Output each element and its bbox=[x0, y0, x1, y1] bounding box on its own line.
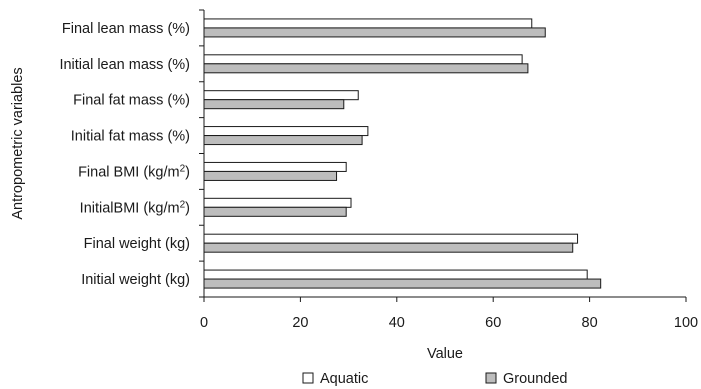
x-tick-label-60: 60 bbox=[485, 315, 501, 331]
legend: Aquatic Grounded bbox=[302, 371, 568, 387]
x-tick-label-100: 100 bbox=[674, 315, 698, 331]
category-label-initial-weight-kg: Initial weight (kg) bbox=[81, 272, 190, 288]
category-label-final-weight-kg: Final weight (kg) bbox=[84, 236, 190, 252]
y-axis-title: Antropometric variables bbox=[10, 67, 26, 219]
x-ticks: 0 20 40 60 80 100 bbox=[200, 297, 698, 331]
category-label-final-bmi-kg-m2: Final BMI (kg/m2) bbox=[78, 163, 190, 181]
bar-aquatic-initial-fat-mass bbox=[203, 126, 369, 137]
x-axis-title: Value bbox=[427, 346, 463, 362]
bar-grounded-final-weight-kg bbox=[203, 242, 574, 253]
legend-item-grounded: Grounded bbox=[485, 371, 568, 387]
legend-label-aquatic: Aquatic bbox=[320, 371, 368, 387]
category-label-final-fat-mass: Final fat mass (%) bbox=[73, 93, 190, 109]
bar-grounded-initial-fat-mass bbox=[203, 135, 363, 146]
bar-aquatic-final-lean-mass bbox=[203, 18, 533, 29]
bar-grounded-initial-lean-mass bbox=[203, 63, 529, 74]
x-tick-label-80: 80 bbox=[582, 315, 598, 331]
bar-aquatic-final-fat-mass bbox=[203, 90, 359, 101]
x-tick-label-0: 0 bbox=[200, 315, 208, 331]
category-label-initial-lean-mass: Initial lean mass (%) bbox=[59, 57, 190, 73]
bar-aquatic-initial-lean-mass bbox=[203, 54, 523, 65]
bar-grounded-final-fat-mass bbox=[203, 99, 345, 110]
bars bbox=[203, 18, 602, 289]
legend-label-grounded: Grounded bbox=[503, 371, 568, 387]
axes bbox=[199, 9, 686, 298]
bar-aquatic-initialbmi-kg-m2 bbox=[203, 197, 352, 208]
x-tick-label-40: 40 bbox=[389, 315, 405, 331]
bar-grounded-final-lean-mass bbox=[203, 27, 546, 38]
bar-aquatic-initial-weight-kg bbox=[203, 269, 588, 280]
category-label-final-lean-mass: Final lean mass (%) bbox=[62, 21, 190, 37]
category-label-initialbmi-kg-m2: InitialBMI (kg/m2) bbox=[80, 199, 190, 217]
x-tick-label-20: 20 bbox=[292, 315, 308, 331]
legend-swatch-grounded bbox=[485, 372, 497, 384]
bar-grounded-initial-weight-kg bbox=[203, 278, 602, 289]
bar-grounded-final-bmi-kg-m2 bbox=[203, 170, 338, 181]
legend-item-aquatic: Aquatic bbox=[302, 371, 368, 387]
category-label-initial-fat-mass: Initial fat mass (%) bbox=[71, 129, 190, 145]
bar-grounded-initialbmi-kg-m2 bbox=[203, 206, 347, 217]
legend-swatch-aquatic bbox=[302, 372, 314, 384]
bar-aquatic-final-weight-kg bbox=[203, 233, 579, 244]
bar-aquatic-final-bmi-kg-m2 bbox=[203, 161, 347, 172]
category-labels: Final lean mass (%) Initial lean mass (%)… bbox=[59, 21, 190, 288]
